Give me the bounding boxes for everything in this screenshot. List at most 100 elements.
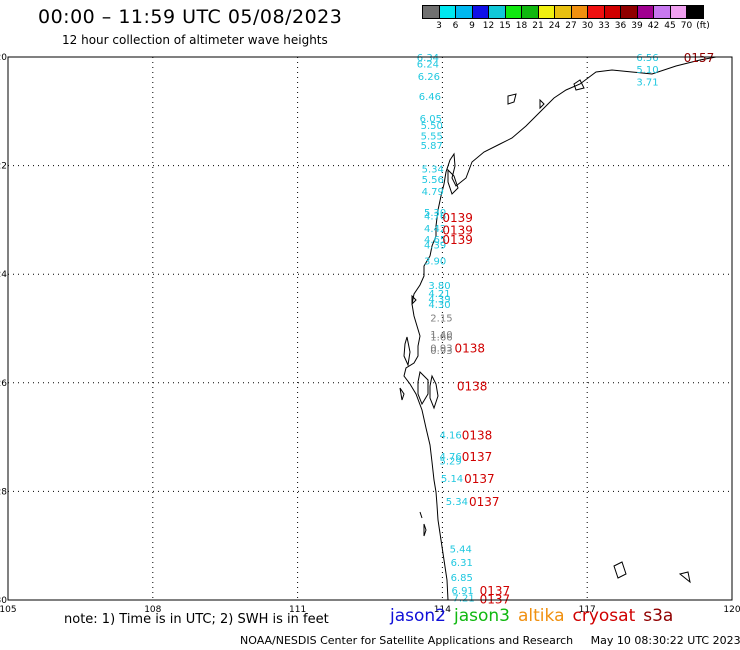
legend-label: 36 [614,21,627,31]
wave-height-value: 5.56 [422,175,444,186]
island-outline [507,93,517,105]
wave-height-value: 6.31 [451,558,473,569]
map-title: 00:00 – 11:59 UTC 05/08/2023 [38,6,343,28]
pass-number-label: 0138 [457,380,488,394]
credit-text: NOAA/NESDIS Center for Satellite Applica… [240,634,574,647]
legend-label: 12 [482,21,495,31]
satellite-legend: jason2 jason3 altika cryosat s3a [390,606,681,626]
wave-height-value: 6.05 [420,114,442,125]
wave-height-value: 5.29 [439,456,461,467]
legend-label: 21 [532,21,544,31]
island-outline [573,79,585,91]
wave-height-value: 1.66 [430,333,452,344]
legend-swatch [686,5,704,19]
satellite-jason2: jason2 [390,606,446,626]
legend-label: 24 [548,21,561,31]
lon-tick-label: 117 [579,605,596,615]
wave-height-value: 0.93 [430,344,452,355]
wave-height-value: 4.21 [428,289,450,300]
legend-label: 15 [499,21,511,31]
wave-height-value: 4.39 [424,240,446,251]
lon-tick-label: 114 [434,605,451,615]
wave-height-value: 0.93 [430,346,452,357]
wave-height-value: 4.76 [439,452,461,463]
credit-line: NOAA/NESDIS Center for Satellite Applica… [240,634,740,647]
wave-height-value: 5.44 [450,544,472,555]
pass-number-label: 0139 [442,224,473,238]
island-outline [539,98,545,110]
wave-height-value: 6.34 [417,53,439,64]
wave-height-value: 4.30 [428,300,450,311]
pass-number-label: 0157 [684,51,715,65]
wave-height-value: 5.14 [441,474,463,485]
lat-tick-label: -30 [0,596,7,606]
legend-label: 18 [515,21,528,31]
satellite-jason3: jason3 [454,606,510,626]
legend-label: 9 [469,21,475,31]
map-frame [7,56,733,601]
mainland-coast [403,56,717,601]
island-outline [429,374,439,410]
axis-ticks: 105 108 111 114 117 120 -20 -22 -24 -26 -28 -30 [0,53,740,615]
wave-height-value: 5.55 [421,132,443,143]
wave-height-value: 4.76 [424,212,446,223]
lat-tick-label: -26 [0,379,7,389]
island-outline [423,523,427,537]
wave-height-value: 3.80 [428,281,450,292]
legend-label: 33 [598,21,610,31]
pass-number-label: 0139 [442,233,473,247]
legend-label: 3 [436,21,442,31]
timestamp: May 10 08:30:22 UTC 2023 [590,634,740,647]
wave-height-value: 6.26 [418,72,440,83]
footer-note: note: 1) Time is in UTC; 2) SWH is in fe… [64,612,329,627]
pass-number-label: 0138 [462,428,493,442]
island-outline [419,511,423,519]
lon-tick-label: 108 [144,605,161,615]
pass-number-label: 0137 [464,472,495,486]
wave-height-value: 3.71 [636,77,658,88]
wave-height-value: 1.40 [430,330,452,341]
lat-tick-label: -20 [0,53,7,63]
pass-number-label: 0137 [462,450,493,464]
island-outline [417,370,429,406]
wave-height-value: 5.34 [422,164,444,175]
satellite-cryosat: cryosat [572,606,636,626]
legend-label: 6 [452,21,459,31]
pass-number-label: 0138 [454,342,485,356]
lat-tick-label: -28 [0,487,7,497]
legend-label: (ft) [696,21,710,31]
wave-height-value: 5.10 [636,65,658,76]
wave-height-value: 4.65 [424,235,446,246]
island-outline [678,571,691,584]
map-subtitle: 12 hour collection of altimeter wave hei… [62,33,328,47]
legend-label: 70 [680,21,693,31]
wave-height-value: 6.85 [451,573,473,584]
wave-height-value: 3.90 [424,257,446,268]
island-outline [399,387,405,401]
color-legend [422,5,704,19]
map-grid [7,56,733,601]
pass-number-label: 0137 [480,592,511,606]
pass-number-label: 0137 [480,584,511,598]
legend-label: 27 [565,21,577,31]
legend-label: 42 [647,21,660,31]
wave-height-value: 6.24 [417,60,439,71]
wave-height-value: 6.56 [636,53,658,64]
legend-label: 30 [581,21,594,31]
wave-height-value: 7.21 [453,593,475,604]
wave-height-value: 6.91 [452,586,474,597]
wave-height-value: 5.50 [421,121,443,132]
wave-height-value: 2.15 [430,314,452,325]
wave-height-value: 4.39 [428,295,450,306]
wave-height-value: 5.34 [446,497,468,508]
pass-number-label: 0137 [469,495,500,509]
lon-tick-label: 111 [289,605,306,615]
wave-height-value: 4.42 [424,224,446,235]
island-outline [447,168,459,195]
wave-height-value: 4.79 [422,187,444,198]
wave-height-value: 4.16 [439,430,461,441]
pass-number-label: 0139 [442,211,473,225]
color-legend-labels: 3 6 9 12 15 18 21 24 27 30 33 36 39 42 45 70 (ft) [422,21,740,35]
lat-tick-label: -24 [0,270,7,280]
